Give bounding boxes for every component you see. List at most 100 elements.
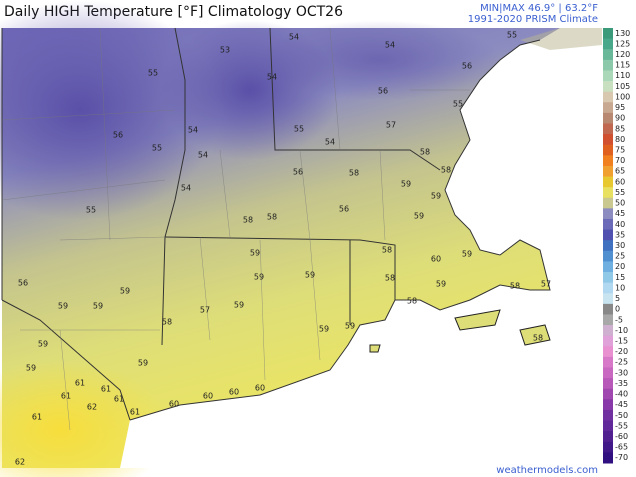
colorbar-label: 60 — [615, 177, 625, 186]
colorbar-swatch — [603, 261, 613, 273]
colorbar-swatch — [603, 399, 613, 411]
temp-label: 54 — [188, 126, 198, 135]
temp-label: 60 — [229, 388, 239, 397]
colorbar-swatch — [603, 303, 613, 315]
temp-label: 59 — [138, 359, 148, 368]
cold-area — [260, 20, 500, 100]
colorbar-label: 55 — [615, 188, 625, 197]
colorbar-label: -60 — [615, 432, 628, 441]
temp-label: 58 — [533, 334, 543, 343]
colorbar-swatch — [603, 38, 613, 50]
colorbar-label: -70 — [615, 453, 628, 462]
colorbar-label: 65 — [615, 167, 625, 176]
colorbar-swatch — [603, 314, 613, 326]
state-borders — [1, 27, 551, 421]
temp-label: 59 — [38, 340, 48, 349]
colorbar-swatch — [603, 325, 613, 337]
temp-label: 61 — [32, 413, 42, 422]
temp-label: 56 — [339, 205, 349, 214]
colorbar: 1301251201151101051009590858075706560555… — [603, 28, 630, 464]
temp-label: 59 — [401, 180, 411, 189]
temp-label: 55 — [152, 144, 162, 153]
temp-label: 55 — [294, 125, 304, 134]
colorbar-swatch — [603, 49, 613, 61]
colorbar-label: -25 — [615, 358, 628, 367]
colorbar-swatch — [603, 441, 613, 453]
temp-label: 61 — [61, 392, 71, 401]
temp-label: 59 — [58, 302, 68, 311]
colorbar-label: 90 — [615, 114, 625, 123]
temp-label: 59 — [414, 212, 424, 221]
temp-label: 62 — [15, 458, 25, 467]
cold-area — [0, 0, 220, 220]
colorbar-swatch — [603, 91, 613, 103]
colorbar-swatch — [603, 208, 613, 220]
colorbar-label: -55 — [615, 421, 628, 430]
temp-label: 56 — [462, 62, 472, 71]
temp-label: 61 — [130, 408, 140, 417]
colorbar-label: 20 — [615, 262, 625, 271]
colorbar-swatch — [603, 367, 613, 379]
temp-label: 53 — [220, 46, 230, 55]
temp-label: 59 — [120, 287, 130, 296]
colorbar-swatch — [603, 431, 613, 443]
colorbar-label: 95 — [615, 103, 625, 112]
temp-label: 59 — [462, 250, 472, 259]
colorbar-label: 25 — [615, 252, 625, 261]
colorbar-label: 70 — [615, 156, 625, 165]
colorbar-label: -20 — [615, 347, 628, 356]
temp-label: 59 — [319, 325, 329, 334]
colorbar-label: 80 — [615, 135, 625, 144]
colorbar-swatch — [603, 452, 613, 464]
temp-label: 61 — [114, 395, 124, 404]
colorbar-label: 115 — [615, 61, 630, 70]
colorbar-swatch — [603, 123, 613, 135]
colorbar-label: 110 — [615, 71, 630, 80]
colorbar-label: 35 — [615, 230, 625, 239]
colorbar-swatch — [603, 420, 613, 432]
colorbar-label: 120 — [615, 50, 630, 59]
colorbar-label: -40 — [615, 390, 628, 399]
colorbar-label: 100 — [615, 92, 630, 101]
temp-label: 59 — [93, 302, 103, 311]
colorbar-swatch — [603, 218, 613, 231]
temp-label: 61 — [101, 385, 111, 394]
temp-label: 58 — [385, 274, 395, 283]
temp-label: 54 — [181, 184, 191, 193]
colorbar-label: -15 — [615, 336, 628, 345]
colorbar-swatch — [603, 59, 613, 71]
temp-label: 59 — [26, 364, 36, 373]
temp-label: 56 — [293, 168, 303, 177]
colorbar-label: 15 — [615, 273, 625, 282]
temp-label: 54 — [325, 138, 335, 147]
colorbar-label: -65 — [615, 443, 628, 452]
watermark: weathermodels.com — [496, 465, 598, 476]
temp-label: 60 — [255, 384, 265, 393]
colorbar-swatch — [603, 293, 613, 305]
temp-label: 57 — [386, 121, 396, 130]
temp-label: 62 — [87, 403, 97, 412]
colorbar-label: 10 — [615, 283, 625, 292]
temp-label: 59 — [254, 273, 264, 282]
colorbar-swatch — [603, 378, 613, 390]
colorbar-swatch — [603, 70, 613, 82]
colorbar-swatch — [603, 134, 613, 146]
temp-label: 58 — [382, 246, 392, 255]
colorbar-swatch — [603, 144, 613, 156]
colorbar-swatch — [603, 346, 613, 358]
temp-label: 59 — [250, 249, 260, 258]
temp-label: 58 — [441, 166, 451, 175]
colorbar-swatch — [603, 176, 613, 188]
ocean — [120, 28, 602, 468]
temp-label: 58 — [407, 297, 417, 306]
colorbar-label: 50 — [615, 199, 625, 208]
colorbar-swatch — [603, 187, 613, 199]
colorbar-label: 40 — [615, 220, 625, 229]
temp-label: 58 — [420, 148, 430, 157]
colorbar-label: 130 — [615, 29, 630, 38]
temp-label: 59 — [345, 322, 355, 331]
colorbar-swatch — [603, 28, 613, 40]
temp-label: 59 — [305, 271, 315, 280]
colorbar-label: 105 — [615, 82, 630, 91]
